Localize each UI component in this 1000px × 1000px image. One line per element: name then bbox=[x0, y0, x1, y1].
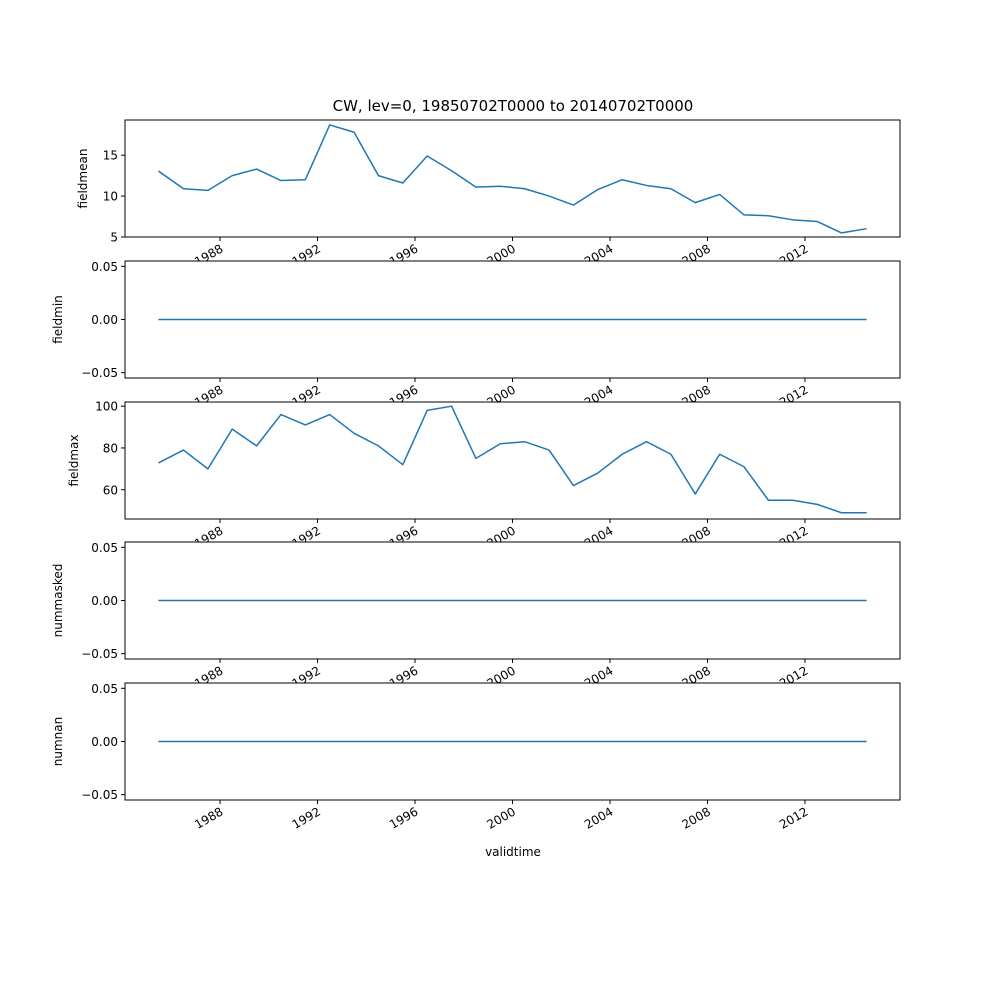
y-tick-label: 60 bbox=[103, 483, 118, 497]
chart-title: CW, lev=0, 19850702T0000 to 20140702T000… bbox=[333, 97, 694, 115]
x-tick-label: 2012 bbox=[777, 804, 810, 831]
series-line-fieldmean bbox=[158, 124, 867, 234]
x-tick-label: 1992 bbox=[290, 804, 323, 831]
y-tick-label: −0.05 bbox=[81, 366, 118, 380]
y-axis-label: fieldmean bbox=[76, 149, 90, 209]
series-line-fieldmax bbox=[158, 405, 867, 514]
y-tick-label: −0.05 bbox=[81, 788, 118, 802]
y-tick-label: 15 bbox=[103, 149, 118, 163]
x-tick-label: 1988 bbox=[192, 804, 225, 831]
y-axis-label: numnan bbox=[51, 717, 65, 766]
x-axis-label: validtime bbox=[485, 845, 541, 859]
y-tick-label: 0.05 bbox=[91, 260, 118, 274]
plot-frame bbox=[124, 119, 901, 238]
y-tick-label: 0.00 bbox=[91, 594, 118, 608]
y-tick-label: 0.00 bbox=[91, 313, 118, 327]
y-tick-label: 80 bbox=[103, 441, 118, 455]
y-axis-label: fieldmax bbox=[67, 434, 81, 486]
y-tick-label: 100 bbox=[95, 400, 118, 414]
x-tick-label: 2008 bbox=[680, 804, 713, 831]
subplot-panels: 5 10 15 1988 1992 1996 2000 2004 2008 2012 fieldme… bbox=[51, 119, 901, 832]
x-tick-label: 1996 bbox=[387, 804, 420, 831]
y-tick-label: 5 bbox=[110, 231, 118, 245]
y-axis-label: fieldmin bbox=[51, 295, 65, 344]
y-tick-label: 0.05 bbox=[91, 541, 118, 555]
y-tick-label: 10 bbox=[103, 190, 118, 204]
y-tick-label: 0.05 bbox=[91, 682, 118, 696]
x-tick-label: 2000 bbox=[485, 804, 518, 831]
plot-frame bbox=[124, 401, 901, 520]
y-tick-label: 0.00 bbox=[91, 735, 118, 749]
y-axis-label: nummasked bbox=[51, 564, 65, 638]
y-tick-label: −0.05 bbox=[81, 647, 118, 661]
x-tick-label: 2004 bbox=[582, 804, 615, 831]
subplot-numnan: −0.05 0.00 0.05 1988 1992 1996 2000 2004 2008 201… bbox=[51, 682, 901, 832]
